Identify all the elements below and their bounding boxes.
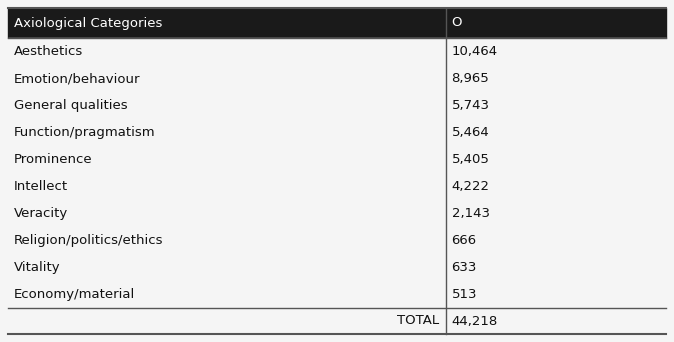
Text: O: O (452, 16, 462, 29)
Text: Axiological Categories: Axiological Categories (14, 16, 162, 29)
Text: 44,218: 44,218 (452, 315, 498, 328)
Bar (8, 8, 666, 38)
Text: Economy/material: Economy/material (14, 288, 135, 301)
Bar (8, 146, 666, 173)
Text: Aesthetics: Aesthetics (14, 45, 84, 58)
Text: 2,143: 2,143 (452, 207, 489, 220)
Text: 5,743: 5,743 (452, 99, 489, 112)
Bar (8, 308, 666, 334)
Text: 666: 666 (452, 234, 477, 247)
Text: Prominence: Prominence (14, 153, 92, 166)
Text: TOTAL: TOTAL (398, 315, 439, 328)
Bar (8, 92, 666, 119)
Text: 513: 513 (452, 288, 477, 301)
Text: Emotion/behaviour: Emotion/behaviour (14, 72, 140, 85)
Bar (8, 281, 666, 308)
Bar (8, 227, 666, 254)
Text: 10,464: 10,464 (452, 45, 497, 58)
Bar (8, 38, 666, 65)
Text: Function/pragmatism: Function/pragmatism (14, 126, 156, 139)
Text: 4,222: 4,222 (452, 180, 489, 193)
Text: Intellect: Intellect (14, 180, 68, 193)
Bar (8, 173, 666, 200)
Text: 5,464: 5,464 (452, 126, 489, 139)
Text: 5,405: 5,405 (452, 153, 489, 166)
Bar (8, 254, 666, 281)
Text: Vitality: Vitality (14, 261, 61, 274)
Text: Veracity: Veracity (14, 207, 68, 220)
Bar (8, 200, 666, 227)
Text: General qualities: General qualities (14, 99, 127, 112)
Bar (8, 119, 666, 146)
Text: Religion/politics/ethics: Religion/politics/ethics (14, 234, 164, 247)
Text: 633: 633 (452, 261, 477, 274)
Text: 8,965: 8,965 (452, 72, 489, 85)
Bar (8, 65, 666, 92)
